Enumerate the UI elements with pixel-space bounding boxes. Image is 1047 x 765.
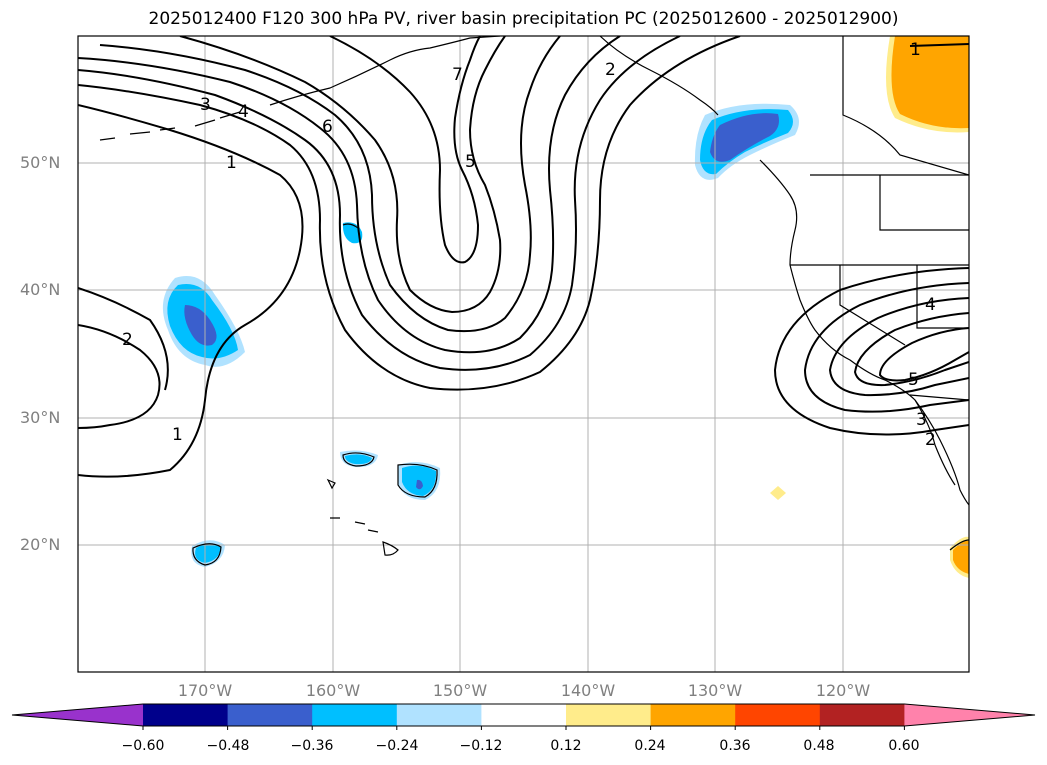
colorbar-segment bbox=[312, 704, 398, 726]
baja-california bbox=[914, 399, 956, 486]
province-border-bc bbox=[842, 36, 969, 176]
contour-label-1-northeast: 1 bbox=[910, 40, 921, 60]
small-island-west bbox=[192, 543, 222, 566]
contour-label-3-east: 3 bbox=[916, 410, 927, 430]
contour-label-1-west: 1 bbox=[172, 425, 183, 445]
colorbar-tick-9: 0.48 bbox=[803, 738, 835, 754]
pv-contour-east-4 bbox=[853, 312, 969, 387]
pv-contour-east-small bbox=[909, 43, 969, 47]
colorbar-segment bbox=[143, 704, 229, 726]
contour-label-7: 7 bbox=[452, 65, 463, 85]
pv-contour-3 bbox=[78, 36, 741, 391]
colorbar-segment bbox=[481, 704, 567, 726]
precip-area-small-positive bbox=[770, 486, 786, 500]
colorbar-tick-2: −0.48 bbox=[206, 738, 250, 754]
colorbar-segment bbox=[650, 704, 736, 726]
pv-contour-6 bbox=[99, 36, 561, 333]
lon-label-140w: 140°W bbox=[560, 681, 616, 700]
graticule bbox=[78, 36, 969, 672]
colorbar-segment bbox=[735, 704, 821, 726]
colorbar-tick-3: −0.36 bbox=[290, 738, 334, 754]
colorbar-segment bbox=[819, 704, 905, 726]
colorbar-tick-1: −0.60 bbox=[121, 738, 165, 754]
lat-label-50: 50°N bbox=[20, 153, 61, 172]
colorbar-tick-8: 0.36 bbox=[719, 738, 751, 754]
colorbar-outline bbox=[11, 703, 1036, 727]
colorbar-segment bbox=[227, 704, 313, 726]
lat-label-40: 40°N bbox=[20, 280, 61, 299]
contour-label-4: 4 bbox=[238, 102, 249, 122]
us-mexico-border bbox=[909, 394, 969, 401]
colorbar-extend-left bbox=[12, 704, 143, 726]
hawaii-island-east bbox=[397, 463, 438, 498]
hawaii-island-north bbox=[342, 452, 375, 467]
contour-label-1-alaska: 1 bbox=[226, 153, 237, 173]
pv-contour-5 bbox=[78, 36, 621, 354]
pv-contour-1-loop bbox=[78, 287, 169, 391]
coastlines bbox=[99, 36, 969, 566]
lon-label-150w: 150°W bbox=[432, 681, 488, 700]
precip-area-southeast-positive-mid bbox=[953, 540, 969, 574]
lat-label-20: 20°N bbox=[20, 535, 61, 554]
state-border-idaho bbox=[879, 175, 969, 231]
small-island-aleutian bbox=[342, 223, 359, 229]
colorbar-tick-6: 0.12 bbox=[550, 738, 582, 754]
map-frame bbox=[77, 35, 970, 673]
precip-area-hawaii-north-mid bbox=[345, 454, 372, 465]
pv-contour-4 bbox=[78, 36, 681, 371]
precip-area-south-west-mid bbox=[195, 543, 221, 563]
lon-label-160w: 160°W bbox=[305, 681, 361, 700]
small-island-south bbox=[326, 478, 336, 490]
contour-label-5: 5 bbox=[465, 152, 476, 172]
lon-label-120w: 120°W bbox=[815, 681, 871, 700]
state-border-nevada bbox=[839, 265, 906, 346]
pv-contours bbox=[78, 36, 969, 478]
state-border-arizona bbox=[916, 265, 969, 329]
pv-contour-inner bbox=[329, 36, 481, 264]
colorbar-tick-10: 0.60 bbox=[888, 738, 920, 754]
alaska-coast bbox=[269, 36, 501, 106]
north-america-west-coast bbox=[759, 159, 969, 506]
colorbar-segment bbox=[566, 704, 652, 726]
precip-area-pacific-northwest-core bbox=[710, 113, 779, 162]
colorbar-tick-4: −0.24 bbox=[375, 738, 419, 754]
contour-label-2-west: 2 bbox=[122, 330, 133, 350]
pv-contour-east-3 bbox=[828, 297, 969, 397]
lon-label-130w: 130°W bbox=[687, 681, 743, 700]
precipitation-shading bbox=[162, 36, 969, 578]
lon-label-170w: 170°W bbox=[177, 681, 233, 700]
contour-label-2-north: 2 bbox=[605, 60, 616, 80]
colorbar-tick-7: 0.24 bbox=[634, 738, 666, 754]
colorbar-extend-right bbox=[904, 704, 1035, 726]
colorbar-segment bbox=[396, 704, 482, 726]
contour-label-3: 3 bbox=[200, 95, 211, 115]
contour-label-4-east: 4 bbox=[925, 295, 936, 315]
map-panel: 7 5 6 4 3 1 2 1 2 1 4 5 3 2 bbox=[77, 35, 970, 673]
pv-contour-2-west bbox=[78, 324, 161, 429]
colorbar-tick-5: −0.12 bbox=[459, 738, 503, 754]
pv-contour-1-west bbox=[78, 104, 304, 478]
alaska-panhandle bbox=[599, 36, 719, 116]
precip-area-north-pacific-west-core bbox=[184, 305, 217, 346]
lat-label-30: 30°N bbox=[20, 408, 61, 427]
contour-label-5-east: 5 bbox=[908, 370, 919, 390]
pv-contour-east-5 bbox=[878, 327, 969, 382]
hawaii-islands bbox=[330, 517, 399, 556]
baja-positive-outline bbox=[949, 539, 969, 551]
map-title: 2025012400 F120 300 hPa PV, river basin … bbox=[148, 9, 899, 29]
pv-contour-east-1 bbox=[773, 267, 969, 436]
pv-contour-7 bbox=[179, 36, 506, 314]
contour-labels: 7 5 6 4 3 1 2 1 2 1 4 5 3 2 bbox=[122, 40, 936, 450]
pv-contour-east-2 bbox=[803, 282, 969, 413]
contour-label-2-east: 2 bbox=[925, 430, 936, 450]
contour-label-6: 6 bbox=[322, 117, 333, 137]
precip-area-north-east-positive-mid bbox=[891, 36, 969, 129]
precip-area-hawaii-east-core bbox=[416, 479, 423, 490]
